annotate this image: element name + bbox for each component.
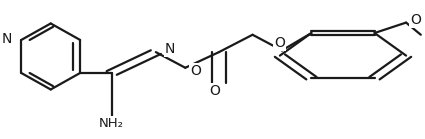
Text: O: O — [190, 64, 201, 78]
Text: O: O — [209, 84, 220, 98]
Text: N: N — [2, 32, 12, 46]
Text: O: O — [275, 36, 285, 50]
Text: N: N — [165, 42, 176, 56]
Text: NH₂: NH₂ — [99, 117, 124, 130]
Text: O: O — [410, 13, 421, 27]
